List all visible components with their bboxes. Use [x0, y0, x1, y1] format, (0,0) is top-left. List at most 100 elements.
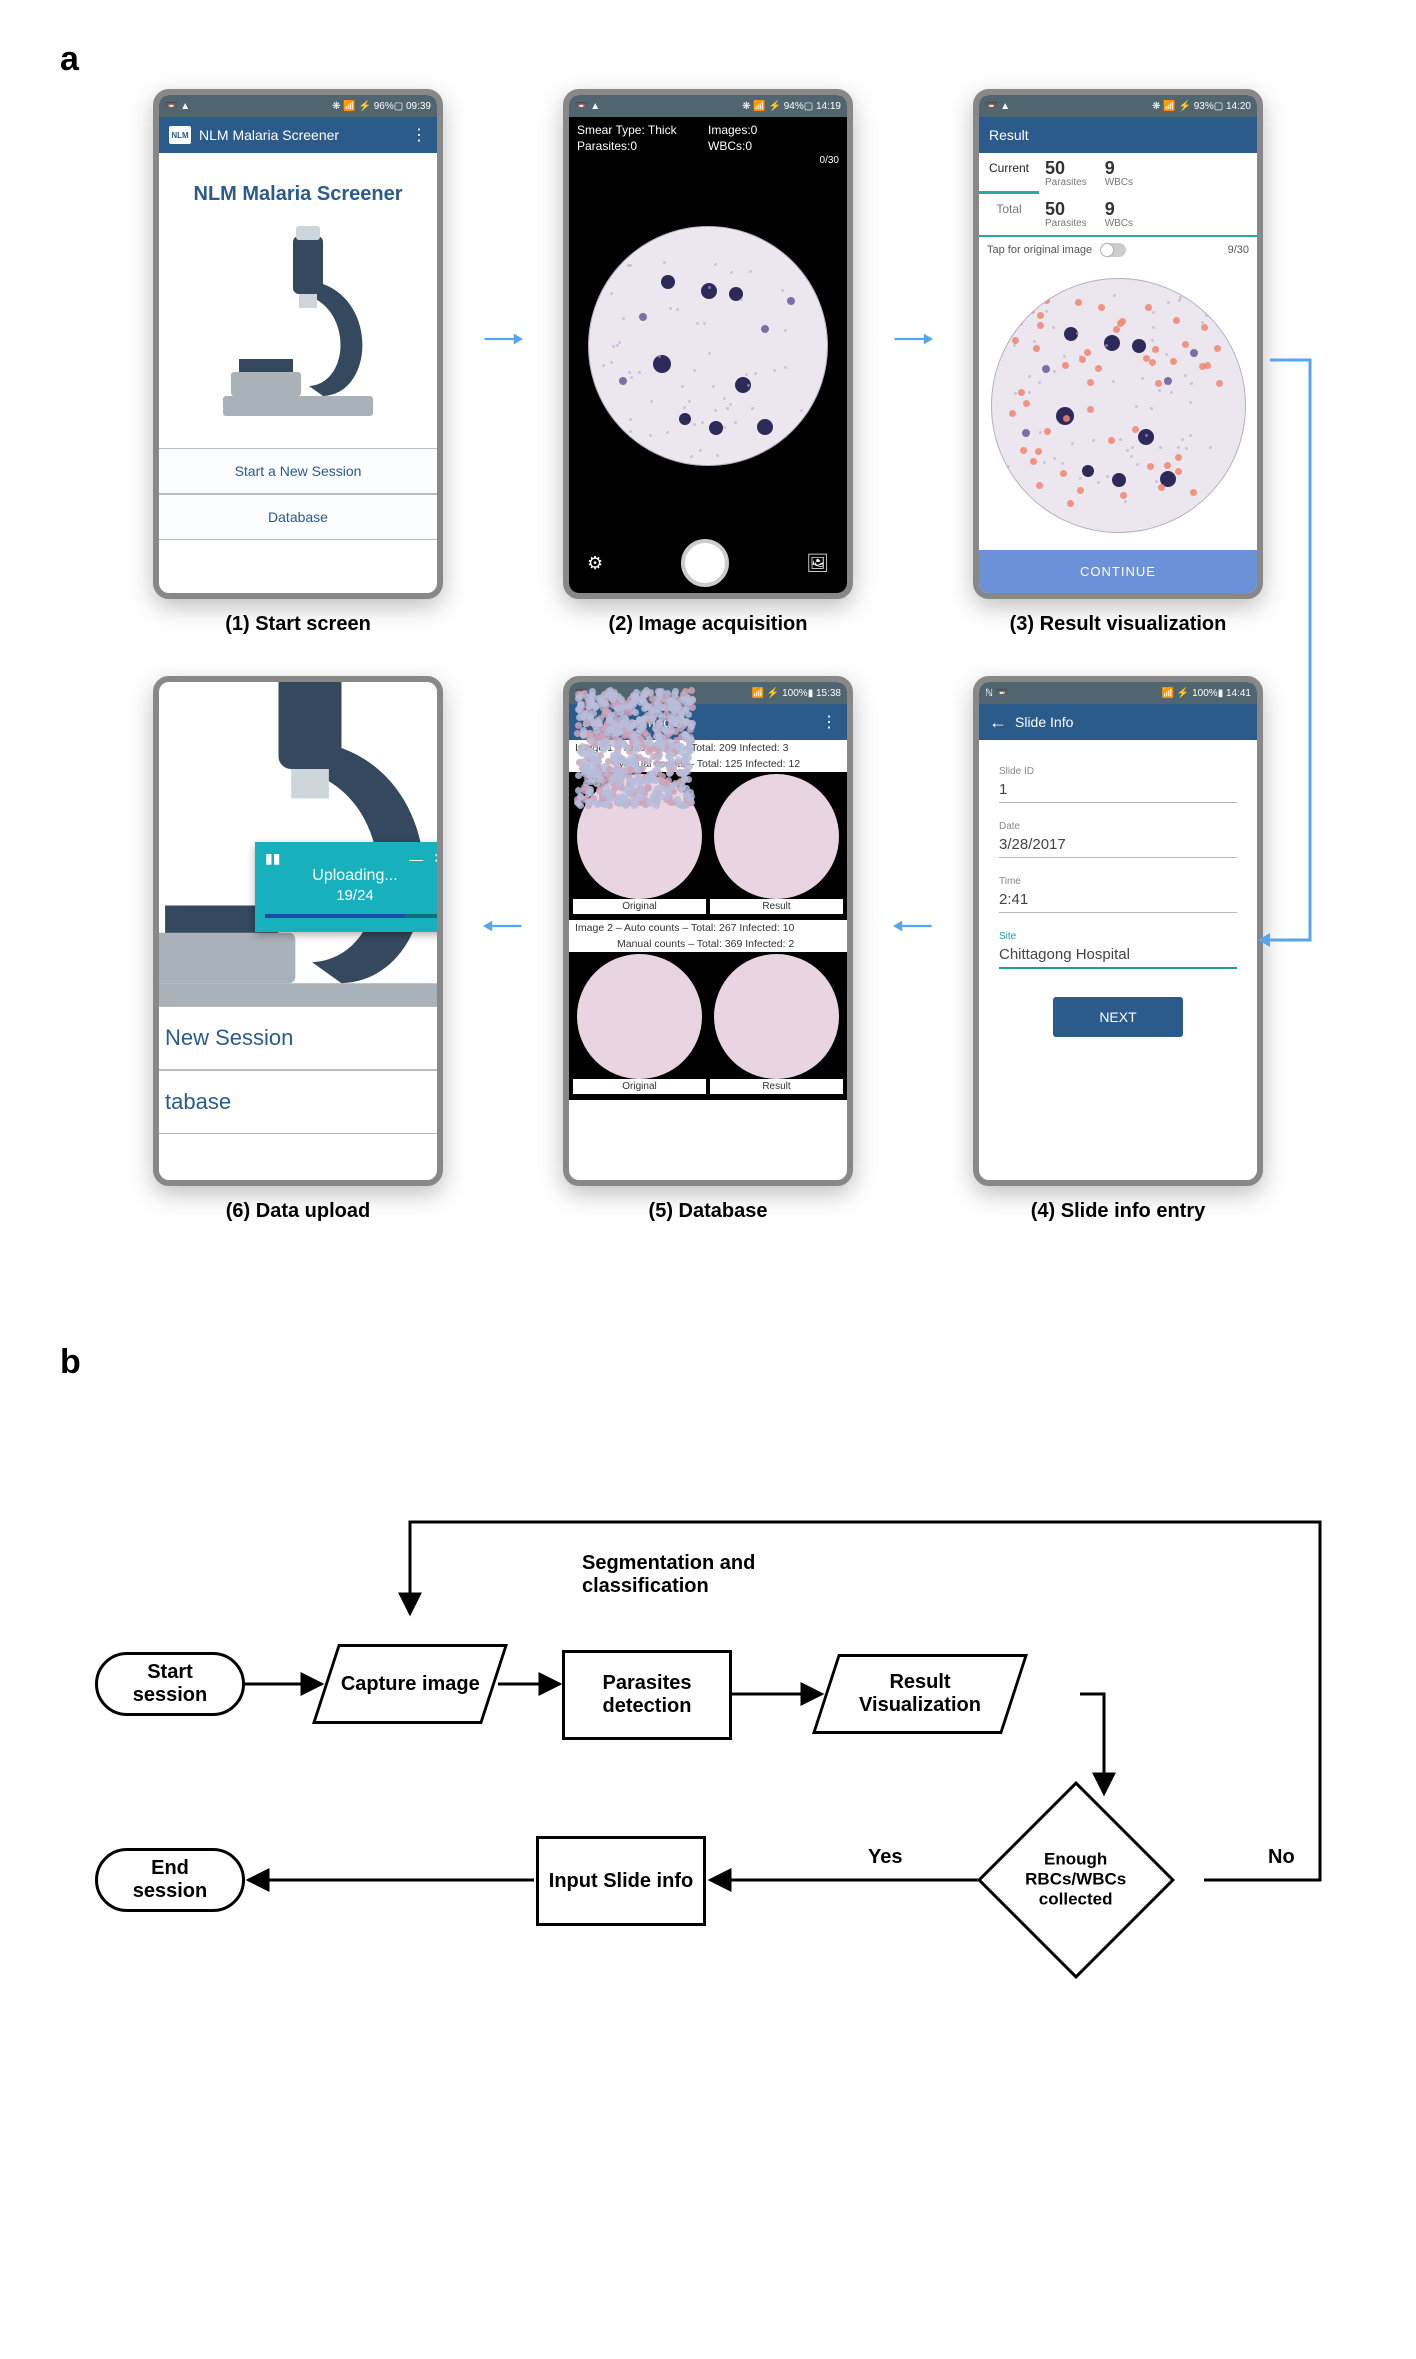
caption-6: (6) Data upload	[226, 1200, 370, 1223]
status-left: 📼 ▲	[165, 101, 190, 112]
screen-5-col: 📼 📶 ⚡ 100%▮ 15:38 ← Slide Images ⋮ Image…	[563, 676, 853, 1223]
status-right: ❋ 📶 ⚡ 93%▢ 14:20	[1152, 101, 1251, 112]
start-body: NLM Malaria Screener Start a New Sess	[159, 153, 437, 593]
start-heading: NLM Malaria Screener	[159, 183, 437, 206]
caption-4: (4) Slide info entry	[1031, 1200, 1205, 1223]
tot-wbc-n: 9	[1105, 200, 1133, 218]
flow-start: Start session	[95, 1652, 245, 1716]
screen-3-col: 📼 ▲ ❋ 📶 ⚡ 93%▢ 14:20 Result Current 50Pa…	[973, 89, 1263, 636]
row-database[interactable]: tabase	[159, 1070, 437, 1134]
section-b: Start session Capture image Parasites de…	[60, 1402, 1356, 2042]
thin-smear-2-orig	[577, 954, 702, 1079]
arrow-4-5	[893, 676, 933, 1176]
cur-wbc-n: 9	[1105, 159, 1133, 177]
tot-wbc-l: WBCs	[1105, 218, 1133, 229]
upload-bg-rows: New Session tabase	[159, 1006, 437, 1134]
orig-toggle[interactable]: Tap for original image 9/30	[979, 239, 1257, 261]
current-counts: 50Parasites 9WBCs	[1039, 153, 1257, 194]
panel-b-label: b	[60, 1343, 1356, 1382]
smear-result	[991, 278, 1246, 533]
status-left: 📼 ▲	[575, 101, 600, 112]
acq-info: Smear Type: Thick Images:0 Parasites:0 W…	[569, 117, 847, 159]
smear-thick	[588, 226, 828, 466]
status-right: ❋ 📶 ⚡ 96%▢ 09:39	[332, 101, 431, 112]
status-right: 📶 ⚡ 100%▮ 15:38	[752, 688, 841, 699]
field-site[interactable]: SiteChittagong Hospital	[999, 931, 1237, 969]
phone-row-1: 📼 ▲ ❋ 📶 ⚡ 96%▢ 09:39 NLM NLM Malaria Scr…	[60, 89, 1356, 636]
tab-current[interactable]: Current	[979, 153, 1039, 194]
flow-end: End session	[95, 1848, 245, 1912]
phone-row-2: ▮▮ — ✕ Uploading... 19/24 New Session ta…	[60, 676, 1356, 1223]
row-new-session[interactable]: New Session	[159, 1006, 437, 1070]
app-logo: NLM	[169, 126, 191, 144]
frame-counter: 9/30	[1228, 244, 1249, 256]
db-pair-2: Original Result	[569, 952, 847, 1100]
cap-res: Result	[710, 899, 843, 914]
toggle-label: Tap for original image	[987, 244, 1092, 256]
cur-par-l: Parasites	[1045, 177, 1087, 188]
screen-2: 📼 ▲ ❋ 📶 ⚡ 94%▢ 14:19 Smear Type: Thick I…	[563, 89, 853, 599]
menu-icon[interactable]: ⋮	[411, 125, 427, 145]
field-slide-id[interactable]: Slide ID1	[999, 766, 1237, 803]
result-image	[979, 261, 1257, 550]
wbcs-count: WBCs:0	[708, 139, 839, 153]
tot-par-n: 50	[1045, 200, 1087, 218]
database-button[interactable]: Database	[159, 494, 437, 540]
appbar: ← Slide Info	[979, 704, 1257, 740]
screen-1-col: 📼 ▲ ❋ 📶 ⚡ 96%▢ 09:39 NLM NLM Malaria Scr…	[153, 89, 443, 636]
acquisition-body: Smear Type: Thick Images:0 Parasites:0 W…	[569, 117, 847, 593]
flow-input: Input Slide info	[536, 1836, 706, 1926]
frame-counter: 0/30	[820, 155, 839, 166]
screen-1: 📼 ▲ ❋ 📶 ⚡ 96%▢ 09:39 NLM NLM Malaria Scr…	[153, 89, 443, 599]
camera-bottombar: ⚙ 🖼	[569, 533, 847, 593]
arrow-1-2	[483, 89, 523, 589]
menu-icon[interactable]: ⋮	[821, 712, 837, 732]
caption-3: (3) Result visualization	[1010, 613, 1227, 636]
smear-type: Smear Type: Thick	[577, 123, 708, 137]
section-a: 📼 ▲ ❋ 📶 ⚡ 96%▢ 09:39 NLM NLM Malaria Scr…	[60, 89, 1356, 1223]
tab-total[interactable]: Total	[979, 194, 1039, 235]
close-icon[interactable]: ✕	[433, 850, 443, 867]
screen-4-col: ℕ 📼 📶 ⚡ 100%▮ 14:41 ← Slide Info Slide I…	[973, 676, 1263, 1223]
cur-par-n: 50	[1045, 159, 1087, 177]
gallery-icon[interactable]: 🖼	[806, 553, 829, 574]
screen-3: 📼 ▲ ❋ 📶 ⚡ 93%▢ 14:20 Result Current 50Pa…	[973, 89, 1263, 599]
cap-orig: Original	[573, 899, 706, 914]
cur-wbc-l: WBCs	[1105, 177, 1133, 188]
flow-detect: Parasites detection	[562, 1650, 732, 1740]
field-time[interactable]: Time2:41	[999, 876, 1237, 913]
parasites-count: Parasites:0	[577, 139, 708, 153]
status-right: 📶 ⚡ 100%▮ 14:41	[1162, 688, 1251, 699]
start-session-button[interactable]: Start a New Session	[159, 448, 437, 494]
caption-2: (2) Image acquisition	[609, 613, 808, 636]
uploading-label: Uploading...	[265, 867, 443, 885]
total-counts: 50Parasites 9WBCs	[1039, 194, 1257, 235]
result-tabs-2: Total 50Parasites 9WBCs	[979, 194, 1257, 235]
screen-4: ℕ 📼 📶 ⚡ 100%▮ 14:41 ← Slide Info Slide I…	[973, 676, 1263, 1186]
minimize-icon[interactable]: —	[409, 851, 423, 867]
continue-button[interactable]: CONTINUE	[979, 550, 1257, 593]
app-title: NLM Malaria Screener	[199, 127, 339, 143]
toggle-switch[interactable]	[1100, 243, 1126, 257]
statusbar: 📼 ▲ ❋ 📶 ⚡ 96%▢ 09:39	[159, 95, 437, 117]
screen-6-col: ▮▮ — ✕ Uploading... 19/24 New Session ta…	[153, 676, 443, 1223]
flow-result: Result Visualization	[812, 1654, 1028, 1734]
screen-2-col: 📼 ▲ ❋ 📶 ⚡ 94%▢ 14:19 Smear Type: Thick I…	[563, 89, 853, 636]
caption-1: (1) Start screen	[225, 613, 371, 636]
statusbar: ℕ 📼 📶 ⚡ 100%▮ 14:41	[979, 682, 1257, 704]
field-date[interactable]: Date3/28/2017	[999, 821, 1237, 858]
pause-icon[interactable]: ▮▮	[265, 850, 280, 867]
status-right: ❋ 📶 ⚡ 94%▢ 14:19	[742, 101, 841, 112]
status-left: ℕ 📼	[985, 688, 1008, 699]
upload-progress: 19/24	[265, 887, 443, 904]
panel-a-label: a	[60, 40, 1356, 79]
images-count: Images:0	[708, 123, 839, 137]
db-entry-2b: Manual counts – Total: 369 Infected: 2	[569, 936, 847, 952]
shutter-button[interactable]	[681, 539, 729, 587]
microscope-illustration	[159, 224, 437, 424]
settings-icon[interactable]: ⚙	[587, 553, 603, 574]
back-icon[interactable]: ←	[989, 712, 1007, 733]
next-button[interactable]: NEXT	[1053, 997, 1184, 1037]
screen-5: 📼 📶 ⚡ 100%▮ 15:38 ← Slide Images ⋮ Image…	[563, 676, 853, 1186]
cap-orig2: Original	[573, 1079, 706, 1094]
